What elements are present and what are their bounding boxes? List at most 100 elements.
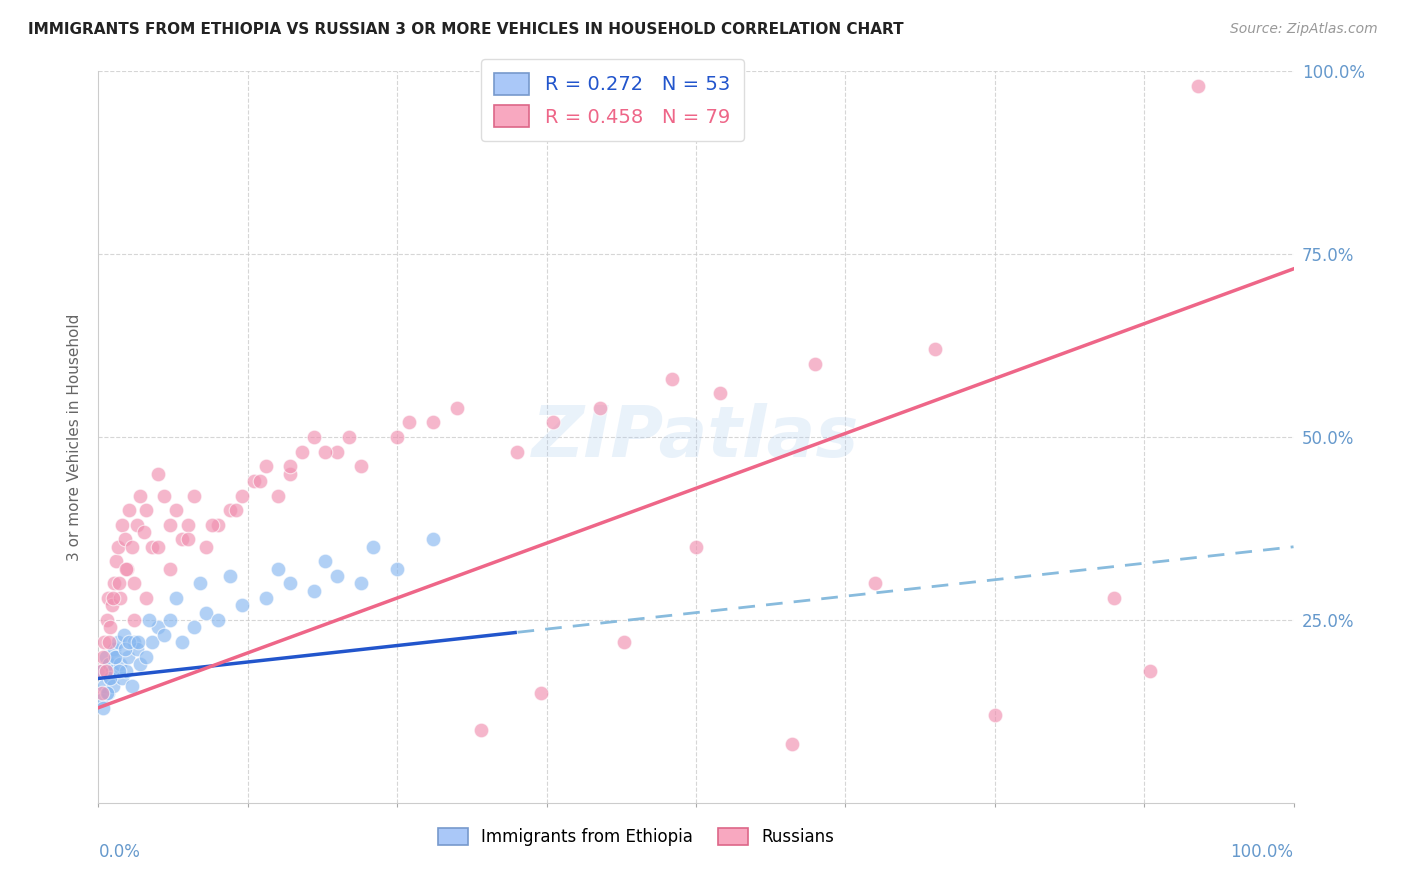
- Point: [111, 517, 134, 532]
- Point: [254, 591, 277, 605]
- Point: [118, 635, 141, 649]
- Point: [132, 525, 155, 540]
- Point: [201, 517, 224, 532]
- Point: [135, 591, 157, 605]
- Point: [302, 583, 325, 598]
- Point: [278, 459, 301, 474]
- Point: [148, 620, 170, 634]
- Point: [159, 562, 181, 576]
- Point: [613, 635, 636, 649]
- Point: [422, 533, 444, 547]
- Text: 0.0%: 0.0%: [98, 843, 141, 861]
- Point: [219, 503, 242, 517]
- Point: [121, 540, 143, 554]
- Point: [302, 430, 325, 444]
- Point: [207, 613, 229, 627]
- Point: [1104, 591, 1126, 605]
- Point: [172, 635, 194, 649]
- Point: [188, 576, 211, 591]
- Point: [107, 576, 129, 591]
- Point: [125, 517, 148, 532]
- Point: [326, 444, 349, 458]
- Text: 100.0%: 100.0%: [1230, 843, 1294, 861]
- Point: [231, 489, 253, 503]
- Point: [124, 635, 146, 649]
- Point: [105, 649, 128, 664]
- Point: [93, 635, 115, 649]
- Point: [141, 540, 163, 554]
- Point: [105, 554, 128, 568]
- Point: [108, 591, 131, 605]
- Point: [108, 657, 131, 671]
- Point: [129, 657, 152, 671]
- Point: [97, 686, 120, 700]
- Point: [165, 503, 187, 517]
- Point: [183, 489, 205, 503]
- Point: [709, 386, 731, 401]
- Point: [115, 562, 138, 576]
- Point: [117, 649, 139, 664]
- Point: [254, 459, 277, 474]
- Point: [101, 679, 124, 693]
- Point: [385, 562, 409, 576]
- Point: [107, 664, 129, 678]
- Point: [96, 613, 118, 627]
- Point: [278, 467, 301, 481]
- Point: [530, 686, 553, 700]
- Point: [865, 576, 887, 591]
- Point: [780, 737, 803, 751]
- Point: [541, 416, 564, 430]
- Point: [225, 503, 247, 517]
- Point: [104, 649, 127, 664]
- Point: [267, 562, 290, 576]
- Point: [506, 444, 529, 458]
- Point: [153, 489, 176, 503]
- Point: [103, 642, 125, 657]
- Point: [135, 503, 157, 517]
- Point: [100, 664, 122, 678]
- Point: [207, 517, 229, 532]
- Point: [589, 401, 612, 415]
- Point: [231, 599, 253, 613]
- Text: Source: ZipAtlas.com: Source: ZipAtlas.com: [1230, 22, 1378, 37]
- Point: [924, 343, 946, 357]
- Point: [1139, 664, 1161, 678]
- Point: [91, 649, 114, 664]
- Point: [177, 517, 200, 532]
- Point: [98, 672, 122, 686]
- Point: [398, 416, 420, 430]
- Point: [100, 599, 122, 613]
- Point: [446, 401, 468, 415]
- Point: [350, 459, 373, 474]
- Point: [148, 467, 170, 481]
- Point: [107, 540, 129, 554]
- Point: [127, 635, 149, 649]
- Point: [112, 627, 135, 641]
- Point: [153, 627, 176, 641]
- Point: [129, 489, 152, 503]
- Point: [315, 444, 337, 458]
- Point: [125, 642, 148, 657]
- Point: [249, 474, 271, 488]
- Point: [90, 664, 112, 678]
- Point: [111, 672, 134, 686]
- Point: [183, 620, 205, 634]
- Point: [124, 613, 146, 627]
- Point: [159, 517, 181, 532]
- Point: [195, 606, 218, 620]
- Point: [984, 708, 1007, 723]
- Point: [94, 649, 117, 664]
- Point: [121, 679, 143, 693]
- Point: [339, 430, 361, 444]
- Point: [114, 533, 136, 547]
- Point: [107, 635, 129, 649]
- Point: [93, 679, 115, 693]
- Point: [326, 569, 349, 583]
- Point: [685, 540, 707, 554]
- Point: [278, 576, 301, 591]
- Point: [124, 576, 146, 591]
- Point: [101, 591, 124, 605]
- Point: [470, 723, 492, 737]
- Point: [661, 371, 683, 385]
- Point: [91, 664, 114, 678]
